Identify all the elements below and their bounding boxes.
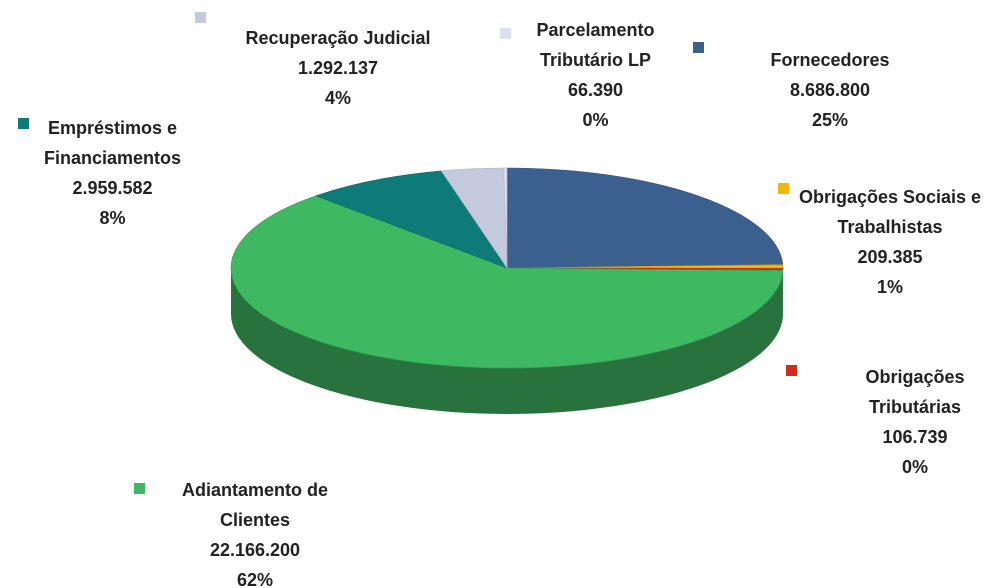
slice: [230, 195, 784, 369]
slice-label: Obrigações Sociais e Trabalhistas 209.385…: [795, 182, 985, 302]
legend-swatch: [786, 365, 797, 376]
percent-label: 0%: [901, 457, 928, 477]
percent-label: 62%: [236, 570, 274, 588]
percent-label: 8%: [99, 208, 126, 228]
legend-swatch: [134, 483, 145, 494]
slice-label: Fornecedores 8.686.800 25%: [750, 45, 910, 135]
category-label: Obrigações Tributárias: [865, 367, 965, 417]
legend-swatch: [778, 183, 789, 194]
slice-label: Obrigações Tributárias 106.739 0%: [850, 362, 980, 482]
legend-swatch: [18, 118, 29, 129]
legend-swatch: [500, 28, 511, 39]
category-label: Adiantamento de Clientes: [181, 480, 328, 530]
slice: [503, 167, 508, 269]
legend-swatch: [693, 42, 704, 53]
value-label: 22.166.200: [209, 540, 301, 560]
slice-label: Empréstimos e Financiamentos 2.959.582 8%: [25, 113, 200, 233]
value-label: 2.959.582: [72, 178, 153, 198]
percent-label: 25%: [811, 110, 849, 130]
slice-label: Adiantamento de Clientes 22.166.200 62%: [165, 475, 345, 588]
percent-label: 0%: [582, 110, 609, 130]
legend-swatch: [195, 12, 206, 23]
value-label: 66.390: [567, 80, 624, 100]
value-label: 8.686.800: [789, 80, 871, 100]
slice: [506, 167, 784, 269]
slice-label: Parcelamento Tributário LP 66.390 0%: [518, 15, 673, 135]
value-label: 209.385: [857, 247, 923, 267]
percent-label: 4%: [324, 88, 351, 108]
slice-side: [230, 268, 783, 415]
category-label: Obrigações Sociais e Trabalhistas: [798, 187, 982, 237]
percent-label: 1%: [876, 277, 903, 297]
value-label: 106.739: [882, 427, 948, 447]
slice: [315, 170, 508, 269]
slice-label: Recuperação Judicial 1.292.137 4%: [218, 23, 458, 113]
value-label: 1.292.137: [297, 58, 379, 78]
category-label: Empréstimos e Financiamentos: [43, 118, 182, 168]
category-label: Fornecedores: [770, 50, 890, 70]
category-label: Parcelamento Tributário LP: [536, 20, 655, 70]
category-label: Recuperação Judicial: [245, 28, 431, 48]
